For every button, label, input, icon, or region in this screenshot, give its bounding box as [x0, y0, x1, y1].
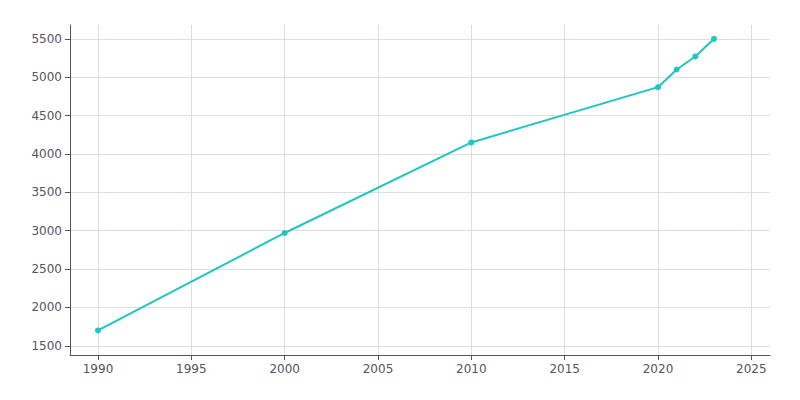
svg-text:2010: 2010 — [456, 362, 487, 376]
svg-text:4000: 4000 — [31, 147, 62, 161]
svg-text:2000: 2000 — [269, 362, 300, 376]
svg-text:2005: 2005 — [363, 362, 394, 376]
svg-text:4500: 4500 — [31, 109, 62, 123]
svg-text:1500: 1500 — [31, 339, 62, 353]
svg-text:1995: 1995 — [176, 362, 207, 376]
svg-text:2025: 2025 — [736, 362, 767, 376]
svg-text:3000: 3000 — [31, 224, 62, 238]
svg-text:2015: 2015 — [549, 362, 580, 376]
svg-text:2000: 2000 — [31, 300, 62, 314]
svg-text:5000: 5000 — [31, 70, 62, 84]
svg-text:5500: 5500 — [31, 32, 62, 46]
svg-text:3500: 3500 — [31, 185, 62, 199]
svg-text:1990: 1990 — [83, 362, 114, 376]
svg-text:2500: 2500 — [31, 262, 62, 276]
svg-text:2020: 2020 — [643, 362, 674, 376]
